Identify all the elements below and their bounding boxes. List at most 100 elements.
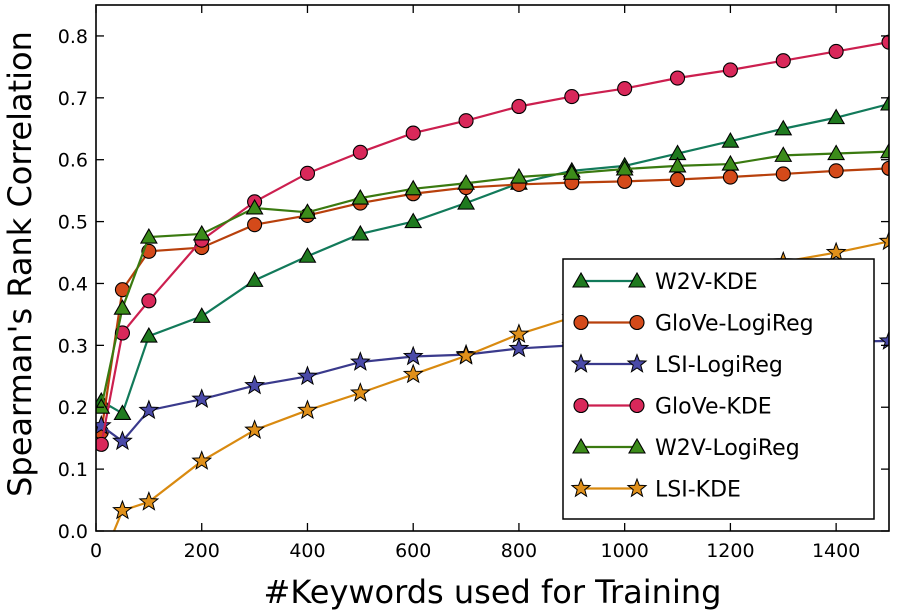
- x-tick-label: 600: [395, 540, 431, 562]
- data-point: [455, 344, 477, 365]
- data-point: [775, 53, 791, 69]
- data-point: [457, 193, 476, 210]
- data-point: [96, 414, 112, 435]
- legend-marker: [628, 271, 646, 288]
- legend-marker: [573, 397, 589, 414]
- data-point: [299, 165, 316, 181]
- data-point: [508, 337, 530, 358]
- data-point: [351, 224, 370, 241]
- data-point: [509, 167, 528, 184]
- data-point: [113, 404, 132, 420]
- data-point: [828, 163, 844, 179]
- data-point: [402, 345, 424, 366]
- data-point: [96, 398, 111, 414]
- data-point: [878, 230, 889, 251]
- data-point: [880, 94, 889, 111]
- legend: W2V-KDE GloVe-LogiReg LSI-LogiReg GloVe-KDE…: [562, 258, 875, 520]
- data-point: [139, 326, 158, 343]
- data-point: [508, 323, 530, 344]
- legend-marker: [628, 437, 646, 454]
- data-point: [617, 80, 633, 97]
- data-point: [458, 113, 474, 129]
- ticks-layer: 0 200 400 600 800 1000 1200 1400 0.0 0.1 0.2 0.3 0.4…: [58, 5, 889, 562]
- x-tick-label: 1200: [706, 540, 754, 562]
- data-point: [351, 188, 370, 205]
- legend-marker: [572, 437, 590, 454]
- y-tick-label: 0.6: [58, 150, 88, 172]
- y-tick-label: 0.5: [58, 212, 88, 234]
- data-point: [774, 146, 793, 162]
- x-tick-label: 800: [501, 540, 537, 562]
- data-point: [721, 132, 740, 148]
- data-point: [349, 382, 371, 402]
- y-tick-label: 0.8: [58, 26, 88, 48]
- y-tick-label: 0.3: [58, 335, 88, 357]
- data-point: [244, 419, 265, 439]
- y-tick-label: 0.4: [58, 273, 88, 295]
- data-point: [405, 125, 421, 141]
- series-W2V-LogiReg: [96, 142, 889, 414]
- data-point: [245, 198, 264, 215]
- data-point: [297, 365, 318, 386]
- legend-marker: [626, 353, 648, 373]
- data-point: [96, 436, 109, 452]
- y-tick-label: 0.7: [58, 88, 88, 110]
- data-point: [457, 174, 476, 190]
- legend-label: W2V-LogiReg: [655, 436, 800, 461]
- legend-marker: [570, 353, 592, 373]
- legend-marker: [626, 477, 648, 498]
- data-point: [139, 227, 158, 244]
- data-point: [881, 34, 889, 50]
- data-point: [297, 399, 318, 420]
- legend-item: GloVe-KDE: [573, 395, 772, 420]
- legend-marker: [570, 477, 592, 498]
- legend-marker: [629, 397, 645, 414]
- data-point: [878, 330, 889, 350]
- data-point: [827, 108, 846, 125]
- x-tick-label: 200: [184, 540, 220, 562]
- data-point: [404, 179, 423, 196]
- data-point: [141, 293, 157, 309]
- data-point: [404, 212, 423, 229]
- data-point: [775, 166, 791, 182]
- legend-box: [562, 258, 875, 520]
- data-point: [828, 43, 844, 59]
- legend-marker: [573, 314, 589, 331]
- legend-item: GloVe-LogiReg: [573, 312, 814, 337]
- y-tick-label: 0.0: [58, 521, 88, 543]
- y-tick-label: 0.2: [58, 397, 88, 419]
- data-point: [298, 203, 317, 219]
- data-point: [352, 144, 368, 160]
- data-point: [244, 374, 265, 395]
- data-point: [615, 159, 634, 176]
- x-tick-label: 0: [90, 540, 102, 562]
- data-point: [722, 169, 738, 185]
- legend-label: W2V-KDE: [655, 270, 758, 295]
- data-point: [880, 142, 889, 159]
- data-point: [825, 241, 847, 262]
- x-tick-label: 1000: [600, 540, 648, 562]
- x-axis-title: #Keywords used for Training: [264, 573, 722, 611]
- data-point: [511, 98, 527, 115]
- legend-item: W2V-KDE: [572, 270, 758, 295]
- data-point: [191, 450, 213, 470]
- legend-label: LSI-LogiReg: [655, 353, 783, 378]
- data-point: [349, 351, 371, 371]
- data-point: [112, 499, 133, 520]
- x-tick-label: 1400: [812, 540, 860, 562]
- legend-item: LSI-KDE: [570, 477, 741, 503]
- legend-label: GloVe-LogiReg: [655, 312, 814, 337]
- data-point: [774, 119, 793, 136]
- legend-label: LSI-KDE: [655, 478, 741, 503]
- data-point: [245, 271, 264, 287]
- data-point: [112, 430, 133, 451]
- legend-marker: [572, 271, 590, 288]
- data-point: [138, 490, 160, 511]
- data-point: [138, 399, 160, 420]
- data-point: [192, 224, 211, 241]
- data-point: [668, 156, 687, 173]
- data-point: [247, 217, 263, 233]
- legend-label: GloVe-KDE: [655, 395, 772, 420]
- x-tick-label: 400: [289, 540, 325, 562]
